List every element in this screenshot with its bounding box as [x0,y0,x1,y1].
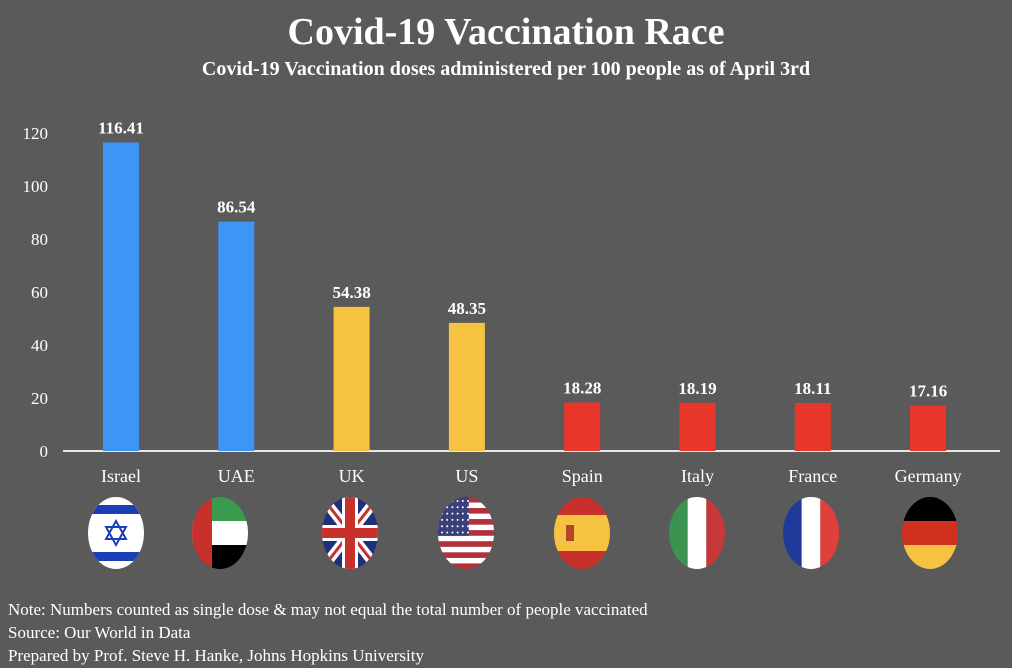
uk-flag-icon [322,497,378,569]
spain-flag-icon [554,497,610,569]
x-tick-label: Spain [562,466,603,486]
y-tick-label: 0 [40,442,49,461]
x-tick-label: France [788,466,837,486]
note-text: Note: Numbers counted as single dose & m… [8,600,648,619]
israel-flag-icon [88,497,144,569]
bar-uk [333,306,370,451]
bar-italy [679,402,716,451]
bar-germany [910,405,947,451]
data-label: 18.19 [678,379,716,398]
y-tick-label: 40 [31,336,48,355]
x-tick-label: Israel [101,466,141,486]
chart-title: Covid-19 Vaccination Race [287,11,725,53]
footnotes: Note: Numbers counted as single dose & m… [8,598,648,667]
germany-flag-icon [902,497,958,569]
data-label: 17.16 [909,382,947,401]
bar-france [794,403,831,451]
x-tick-label: Italy [681,466,714,486]
x-tick-label: UAE [218,466,255,486]
data-label: 18.11 [794,379,831,398]
y-tick-label: 20 [31,389,48,408]
data-label: 54.38 [332,283,370,302]
y-tick-label: 120 [23,124,49,143]
y-tick-label: 60 [31,283,48,302]
source-text: Source: Our World in Data [8,623,191,642]
x-tick-label: Germany [895,466,962,486]
italy-flag-icon [669,497,725,569]
bar-israel [103,142,139,452]
data-label: 116.41 [98,119,144,138]
data-label: 18.28 [563,379,601,398]
y-tick-label: 100 [23,177,49,196]
data-label: 86.54 [217,198,256,217]
uae-flag-icon [192,497,248,569]
us-flag-icon [438,497,494,569]
bar-uae [218,221,255,451]
bar-us [448,322,485,451]
y-tick-label: 80 [31,230,48,249]
x-tick-label: US [455,466,478,486]
chart-subtitle: Covid-19 Vaccination doses administered … [201,58,811,80]
data-label: 48.35 [448,299,486,318]
x-tick-label: UK [339,466,365,486]
credit-text: Prepared by Prof. Steve H. Hanke, Johns … [8,646,424,665]
france-flag-icon [783,497,839,569]
bar-spain [564,402,601,451]
